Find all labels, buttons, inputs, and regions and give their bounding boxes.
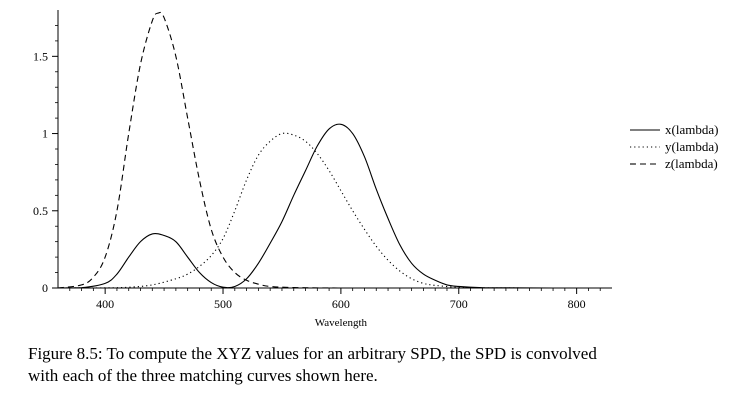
- series-line-2: [57, 132, 612, 289]
- figure-chart: 400 500 600 700 800 0 0.5 1 1.5 Wavelength x(lamb…: [33, 10, 718, 329]
- x-tick-label: 800: [568, 297, 586, 311]
- series-group: [57, 11, 612, 289]
- y-tick-label: 1.5: [33, 49, 48, 63]
- legend-label-2: y(lambda): [665, 139, 718, 154]
- x-tick-label: 500: [214, 297, 232, 311]
- series-line-1: [57, 123, 612, 289]
- legend-label-1: x(lambda): [665, 122, 718, 137]
- y-tick-label: 1: [42, 127, 48, 141]
- legend-label-3: z(lambda): [665, 156, 718, 171]
- y-tick-label: 0.5: [33, 204, 48, 218]
- legend: x(lambda) y(lambda) z(lambda): [630, 122, 718, 171]
- axes: 400 500 600 700 800 0 0.5 1 1.5 Wavelength: [33, 10, 612, 329]
- x-axis-title: Wavelength: [315, 317, 368, 329]
- figure-caption: Figure 8.5: To compute the XYZ values fo…: [28, 343, 728, 387]
- y-tick-label: 0: [42, 281, 48, 295]
- x-tick-label: 400: [96, 297, 114, 311]
- caption-line-2: with each of the three matching curves s…: [28, 366, 378, 385]
- x-tick-label: 700: [450, 297, 468, 311]
- caption-line-1: Figure 8.5: To compute the XYZ values fo…: [28, 344, 597, 363]
- series-line-3: [57, 11, 612, 289]
- x-tick-label: 600: [332, 297, 350, 311]
